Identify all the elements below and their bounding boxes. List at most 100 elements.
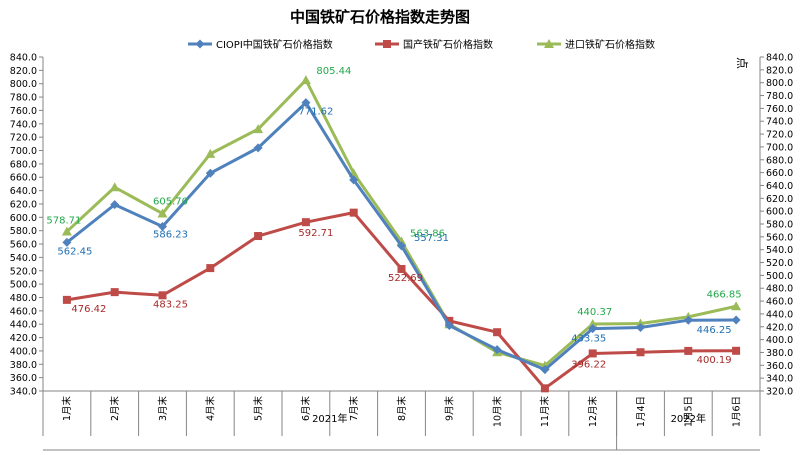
data-point-marker	[587, 318, 598, 328]
left-tick-label: 380.0	[10, 360, 37, 371]
x-tick-label: 4月末	[205, 396, 217, 422]
data-label: 522.69	[388, 273, 423, 284]
right-axis-unit: 点	[735, 57, 749, 69]
x-tick-label: 12月末	[587, 396, 599, 428]
left-tick-label: 500.0	[10, 280, 37, 291]
data-point-marker	[158, 222, 167, 232]
right-tick-label: 600.0	[766, 207, 793, 218]
right-tick-label: 540.0	[766, 245, 793, 256]
data-label: 578.71	[46, 216, 81, 227]
right-tick-label: 520.0	[766, 258, 793, 269]
legend: CIOPI中国铁矿石价格指数 国产铁矿石价格指数 进口铁矿石价格指数	[188, 38, 655, 51]
data-point-marker	[492, 345, 502, 355]
data-label: 557.31	[414, 233, 449, 244]
x-tick-label: 1月6日	[731, 396, 742, 427]
right-tick-label: 740.0	[766, 117, 793, 128]
x-tick-label: 10月末	[491, 396, 503, 428]
data-label: 592.71	[298, 228, 333, 239]
right-tick-label: 700.0	[766, 142, 793, 153]
right-tick-label: 460.0	[766, 297, 793, 308]
data-label: 586.23	[153, 230, 188, 241]
left-tick-label: 780.0	[10, 93, 37, 104]
x-tick-label: 9月末	[444, 396, 456, 422]
year-group-label: 2022年	[671, 412, 706, 425]
left-tick-label: 560.0	[10, 240, 37, 251]
data-point-marker	[157, 208, 168, 218]
data-point-marker	[349, 175, 359, 185]
data-point-marker	[110, 200, 120, 210]
data-point-marker	[732, 346, 741, 355]
data-point-marker	[684, 346, 693, 355]
right-tick-label: 400.0	[766, 335, 793, 346]
right-tick-label: 340.0	[766, 374, 793, 385]
right-tick-label: 380.0	[766, 348, 793, 359]
data-point-marker	[635, 318, 646, 328]
left-tick-label: 840.0	[10, 53, 37, 64]
data-point-marker	[445, 316, 454, 325]
data-label: 440.37	[577, 307, 612, 318]
left-tick-label: 580.0	[10, 226, 37, 237]
data-point-marker	[253, 143, 263, 153]
right-tick-label: 440.0	[766, 309, 793, 320]
series-group	[62, 98, 741, 375]
left-tick-label: 700.0	[10, 146, 37, 157]
series-group	[62, 208, 741, 393]
x-tick-label: 3月末	[157, 396, 169, 422]
plot-area	[61, 75, 742, 393]
left-tick-label: 760.0	[10, 106, 37, 117]
data-point-marker	[253, 124, 264, 134]
data-point-marker	[397, 241, 406, 251]
data-label: 433.35	[571, 334, 606, 345]
left-tick-label: 360.0	[10, 373, 37, 384]
left-tick-label: 520.0	[10, 266, 37, 277]
right-tick-label: 500.0	[766, 271, 793, 282]
data-point-marker	[731, 301, 742, 311]
data-label: 396.22	[571, 359, 606, 370]
legend-label: CIOPI中国铁矿石价格指数	[216, 38, 333, 51]
data-label: 605.70	[153, 197, 188, 208]
data-label: 483.25	[153, 299, 188, 310]
x-tick-label: 1月4日	[636, 396, 647, 427]
data-label: 446.25	[697, 325, 732, 336]
data-label: 466.85	[707, 289, 742, 300]
right-tick-label: 780.0	[766, 91, 793, 102]
x-tick-label: 2月末	[109, 396, 121, 422]
right-tick-label: 620.0	[766, 194, 793, 205]
left-tick-label: 740.0	[10, 119, 37, 130]
data-point-marker	[300, 75, 311, 85]
data-label: 476.42	[71, 304, 106, 315]
left-tick-label: 680.0	[10, 159, 37, 170]
data-point-marker	[544, 39, 554, 48]
legend-label: 进口铁矿石价格指数	[565, 38, 655, 51]
right-tick-label: 840.0	[766, 53, 793, 64]
data-point-marker	[158, 291, 167, 300]
data-point-marker	[683, 315, 693, 325]
data-point-marker	[62, 295, 71, 304]
legend-label: 国产铁矿石价格指数	[403, 38, 493, 51]
left-tick-label: 620.0	[10, 199, 37, 210]
right-tick-label: 480.0	[766, 284, 793, 295]
data-label: 771.62	[298, 107, 333, 118]
data-point-marker	[397, 264, 406, 273]
x-tick-label: 7月末	[348, 396, 360, 422]
data-label: 563.86	[410, 228, 445, 239]
data-labels: 562.45 586.23 771.62 557.31 433.35 446.25 476.…	[46, 66, 741, 370]
data-point-marker	[109, 182, 120, 192]
right-tick-label: 320.0	[766, 387, 793, 398]
data-label: 400.19	[697, 355, 732, 366]
left-tick-label: 820.0	[10, 66, 37, 77]
data-point-marker	[444, 321, 454, 331]
data-point-marker	[61, 226, 72, 236]
data-point-marker	[588, 349, 597, 358]
left-tick-label: 480.0	[10, 293, 37, 304]
data-point-marker	[731, 315, 741, 325]
left-tick-label: 420.0	[10, 333, 37, 344]
year-group-label: 2021年	[312, 412, 347, 425]
left-tick-label: 720.0	[10, 133, 37, 144]
data-point-marker	[349, 208, 358, 217]
data-point-marker	[205, 148, 216, 158]
x-tick-label: 8月末	[396, 396, 408, 422]
data-point-marker	[301, 98, 311, 108]
left-tick-label: 340.0	[10, 387, 37, 398]
